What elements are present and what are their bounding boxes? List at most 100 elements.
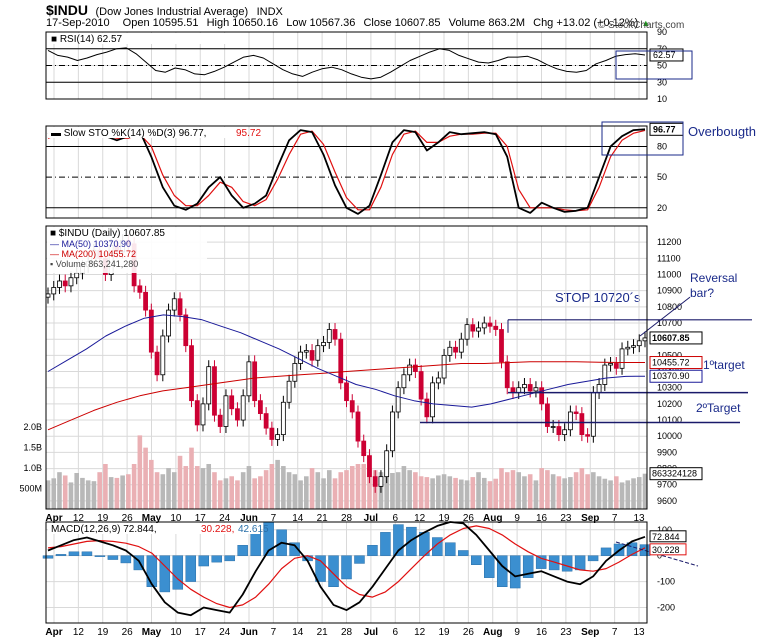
volume-bar — [177, 455, 183, 509]
rsi-tick-label: 90 — [657, 27, 667, 37]
volume-bar — [74, 473, 80, 509]
ma200-flag — [649, 356, 703, 370]
candle-body — [384, 450, 390, 478]
macd-tick-label: 0 — [657, 551, 662, 561]
candle-body — [631, 345, 636, 348]
volume-bar — [481, 477, 487, 509]
legend-ma50: — MA(50) 10370.90 — [50, 239, 131, 249]
volume-bar — [602, 478, 608, 509]
rsi-title: ■ RSI(14) 62.57 — [51, 34, 123, 45]
x-axis-label: 16 — [536, 513, 548, 524]
volume-bar — [401, 466, 407, 509]
candle-body — [45, 293, 51, 298]
volume-value-label: 863324128 — [652, 469, 697, 479]
volume-bar — [349, 466, 355, 509]
close-label: Close — [363, 17, 392, 29]
candle-body — [407, 364, 413, 376]
price-panel-frame — [45, 225, 648, 510]
macd-histogram-bar — [471, 555, 482, 565]
volume-bar — [568, 477, 573, 509]
x-axis-label: 13 — [633, 627, 645, 638]
macd-panel-frame — [45, 521, 648, 624]
volume-bar — [212, 472, 217, 509]
exchange: INDX — [256, 6, 283, 18]
x-axis-label: 26 — [122, 513, 134, 524]
macd-value-flag — [649, 530, 687, 543]
candle-body — [240, 395, 246, 421]
volume-bar — [235, 480, 240, 509]
candle-body — [338, 338, 344, 384]
candle-body — [62, 280, 68, 287]
macd-title-bg — [48, 523, 260, 534]
volume-bar — [459, 479, 464, 509]
volume-value-flag — [649, 467, 703, 481]
volume-bar — [62, 475, 68, 509]
candle-body — [504, 361, 510, 389]
macd-histogram-bar — [380, 532, 391, 556]
volume-bar — [304, 476, 309, 509]
volume-bar — [240, 472, 246, 509]
volume-label: Volume — [448, 17, 486, 29]
candle-body — [68, 277, 74, 287]
macd-histogram-bar — [107, 555, 119, 560]
volume-bar — [550, 474, 556, 509]
x-axis-label: Jun — [240, 627, 258, 638]
volume-bar — [108, 477, 114, 509]
open-value: 10595.51 — [152, 17, 199, 29]
high-value: 10650.16 — [232, 17, 279, 29]
macd-signal-flag-label: 30.228 — [652, 545, 680, 555]
volume-bar — [522, 476, 527, 509]
volume-bar — [326, 470, 332, 509]
volume-bar — [361, 464, 367, 509]
macd-histogram-bar — [458, 550, 469, 556]
candle-body — [200, 403, 206, 426]
candle-body — [148, 309, 154, 353]
volume-bar — [246, 466, 252, 509]
volume-bar — [344, 470, 349, 509]
macd-histogram-bar — [237, 545, 248, 556]
price-tick-label: 9700 — [657, 480, 677, 490]
x-axis-label: Sep — [581, 513, 599, 524]
x-axis-label: 26 — [122, 627, 134, 638]
price-legend-bg — [47, 227, 207, 273]
candle-body — [166, 309, 171, 337]
rsi-line — [47, 47, 646, 80]
ma200-flag-label: 10455.72 — [652, 358, 690, 368]
candle-body — [562, 429, 568, 436]
volume-bar — [608, 480, 613, 509]
volume-tick-label: 1.5B — [23, 443, 42, 453]
candle-body — [51, 287, 57, 295]
macd-histogram-bar — [55, 554, 67, 556]
volume-tick-label: 1.0B — [23, 463, 42, 473]
candle-body — [481, 322, 487, 329]
candle-body — [476, 327, 481, 332]
candle-body — [441, 354, 447, 379]
volume-bar — [545, 470, 550, 509]
volume-bar — [487, 481, 493, 509]
candle-body — [212, 366, 217, 416]
volume-bar — [516, 472, 522, 509]
macd-signal-flag — [649, 543, 687, 556]
volume-bar — [625, 480, 631, 509]
candle-body — [217, 414, 223, 427]
volume-bar — [613, 476, 619, 509]
volume-bar — [45, 480, 51, 509]
macd-tick-label: -100 — [657, 577, 675, 587]
x-axis-label: 7 — [271, 513, 277, 524]
x-axis-label: Aug — [483, 627, 502, 638]
volume-bar — [68, 482, 74, 509]
volume-bar — [131, 464, 137, 509]
candle-body — [229, 395, 235, 410]
volume-bar — [286, 472, 292, 509]
candle-body — [257, 400, 263, 414]
price-tick-label: 9600 — [657, 496, 677, 506]
volume-bar — [556, 476, 562, 509]
volume-bar — [160, 474, 166, 509]
macd-histogram-bar — [120, 555, 132, 564]
volume-bar — [97, 472, 102, 509]
candle-body — [499, 329, 504, 363]
candle-body — [545, 403, 550, 427]
annotation-target-1: 1ºtarget — [703, 358, 745, 372]
volume-bar — [390, 473, 395, 509]
rsi-value-label: 62.57 — [653, 50, 676, 60]
